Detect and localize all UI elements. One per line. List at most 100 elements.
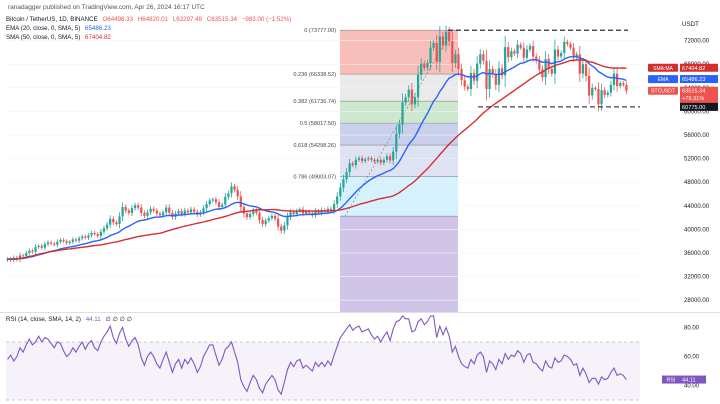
- candle-body: [581, 64, 585, 74]
- candle-body: [77, 238, 81, 241]
- candle-body: [43, 244, 46, 248]
- candle-body: [217, 202, 221, 207]
- candle-body: [547, 58, 550, 69]
- fib-label: 0.786 (49003.07): [293, 174, 336, 180]
- candle-body: [339, 187, 342, 197]
- candle-body: [336, 196, 339, 205]
- candle-body: [233, 186, 236, 190]
- candle-body: [367, 158, 370, 160]
- candle-body: [28, 250, 31, 254]
- candle-body: [622, 83, 625, 85]
- candle-body: [165, 207, 168, 213]
- candle-body: [255, 210, 258, 213]
- candle-body: [578, 54, 581, 74]
- candle-body: [420, 63, 423, 75]
- rsi-panel: 80.00 60.00 40.00 RSI 44.11: [0, 312, 720, 401]
- candle-body: [152, 208, 155, 211]
- candlestick-series: [6, 25, 628, 263]
- candle-body: [532, 45, 535, 57]
- candle-body: [348, 163, 351, 173]
- candle-body: [252, 210, 255, 215]
- candle-body: [538, 60, 541, 70]
- candle-body: [224, 196, 227, 205]
- candle-body: [535, 56, 538, 61]
- candle-body: [606, 92, 609, 95]
- rsi-band: [6, 342, 640, 400]
- candle-body: [109, 218, 112, 225]
- candle-body: [155, 210, 158, 214]
- candle-body: [211, 199, 214, 201]
- candle-body: [81, 236, 84, 239]
- candle-body: [560, 53, 563, 57]
- candle-body: [457, 54, 460, 69]
- rsi-line: [7, 315, 627, 396]
- candle-body: [591, 87, 594, 96]
- rsi-legend-label: RSI (14, close, SMA, 14, 2): [6, 316, 81, 323]
- candle-body: [205, 204, 208, 209]
- candle-body: [115, 222, 118, 225]
- btc-label-tag: [648, 86, 678, 95]
- ema-20-line: [7, 55, 627, 260]
- ema-legend-label: EMA (20, close, 0, SMA, 5): [6, 25, 81, 32]
- candle-body: [553, 49, 557, 74]
- candle-body: [304, 211, 308, 214]
- candle-body: [444, 31, 448, 46]
- rsi-badge-value: 44.11: [682, 378, 696, 384]
- fib-band: [340, 216, 458, 312]
- candle-body: [351, 163, 354, 166]
- fib-label: 0.618 (54298.26): [293, 143, 336, 149]
- ema-badge-label-tag: [648, 75, 678, 84]
- candle-body: [308, 211, 311, 213]
- candle-body: [513, 51, 516, 54]
- support-value: 60775.00: [682, 105, 705, 111]
- sma-badge-value: 67404.82: [682, 66, 705, 72]
- candle-body: [137, 205, 140, 208]
- candle-body: [463, 80, 466, 87]
- candle-body: [504, 47, 507, 76]
- candle-body: [494, 74, 497, 85]
- candle-body: [528, 45, 532, 50]
- candle-body: [130, 208, 134, 213]
- price-tick: 44000.00: [684, 204, 710, 210]
- candle-body: [603, 90, 606, 95]
- candle-body: [594, 87, 597, 90]
- candle-body: [401, 102, 404, 125]
- btc-label: BTCUSDT: [651, 89, 675, 95]
- candle-body: [227, 193, 230, 197]
- candle-body: [482, 54, 485, 61]
- candle-body: [507, 47, 510, 58]
- candle-body: [376, 159, 379, 162]
- candle-body: [563, 41, 566, 54]
- candle-body: [435, 43, 438, 62]
- candle-body: [18, 255, 22, 260]
- ohlc-close: C63515.34: [206, 16, 238, 23]
- candle-body: [544, 58, 547, 78]
- candle-body: [392, 151, 395, 161]
- fib-band: [340, 30, 458, 75]
- rsi-badge-label: RSI: [667, 378, 676, 384]
- candle-body: [264, 220, 267, 225]
- candle-body: [118, 216, 121, 225]
- candle-body: [40, 245, 43, 248]
- ema-legend-value: 65486.23: [85, 25, 111, 32]
- candle-body: [286, 217, 289, 226]
- candle-body: [314, 211, 317, 216]
- ema-badge-value-tag: [680, 75, 718, 84]
- candle-body: [186, 210, 190, 213]
- candle-body: [426, 63, 429, 68]
- candle-body: [56, 241, 59, 245]
- candle-body: [31, 250, 34, 252]
- candle-body: [407, 89, 410, 98]
- ohlc-high: H64820.01: [137, 16, 169, 23]
- candle-body: [267, 218, 270, 221]
- candle-body: [221, 204, 224, 207]
- ohlc-open: O64498.33: [102, 16, 134, 23]
- candle-body: [519, 44, 522, 48]
- fib-label: 0 (73777.00): [304, 28, 336, 34]
- candle-body: [230, 186, 233, 194]
- candle-body: [261, 219, 264, 225]
- candle-body: [404, 97, 407, 103]
- price-tick: 28000.00: [684, 298, 710, 304]
- price-tick: 36000.00: [684, 251, 710, 257]
- ohlc-low: L63297.48: [172, 16, 203, 23]
